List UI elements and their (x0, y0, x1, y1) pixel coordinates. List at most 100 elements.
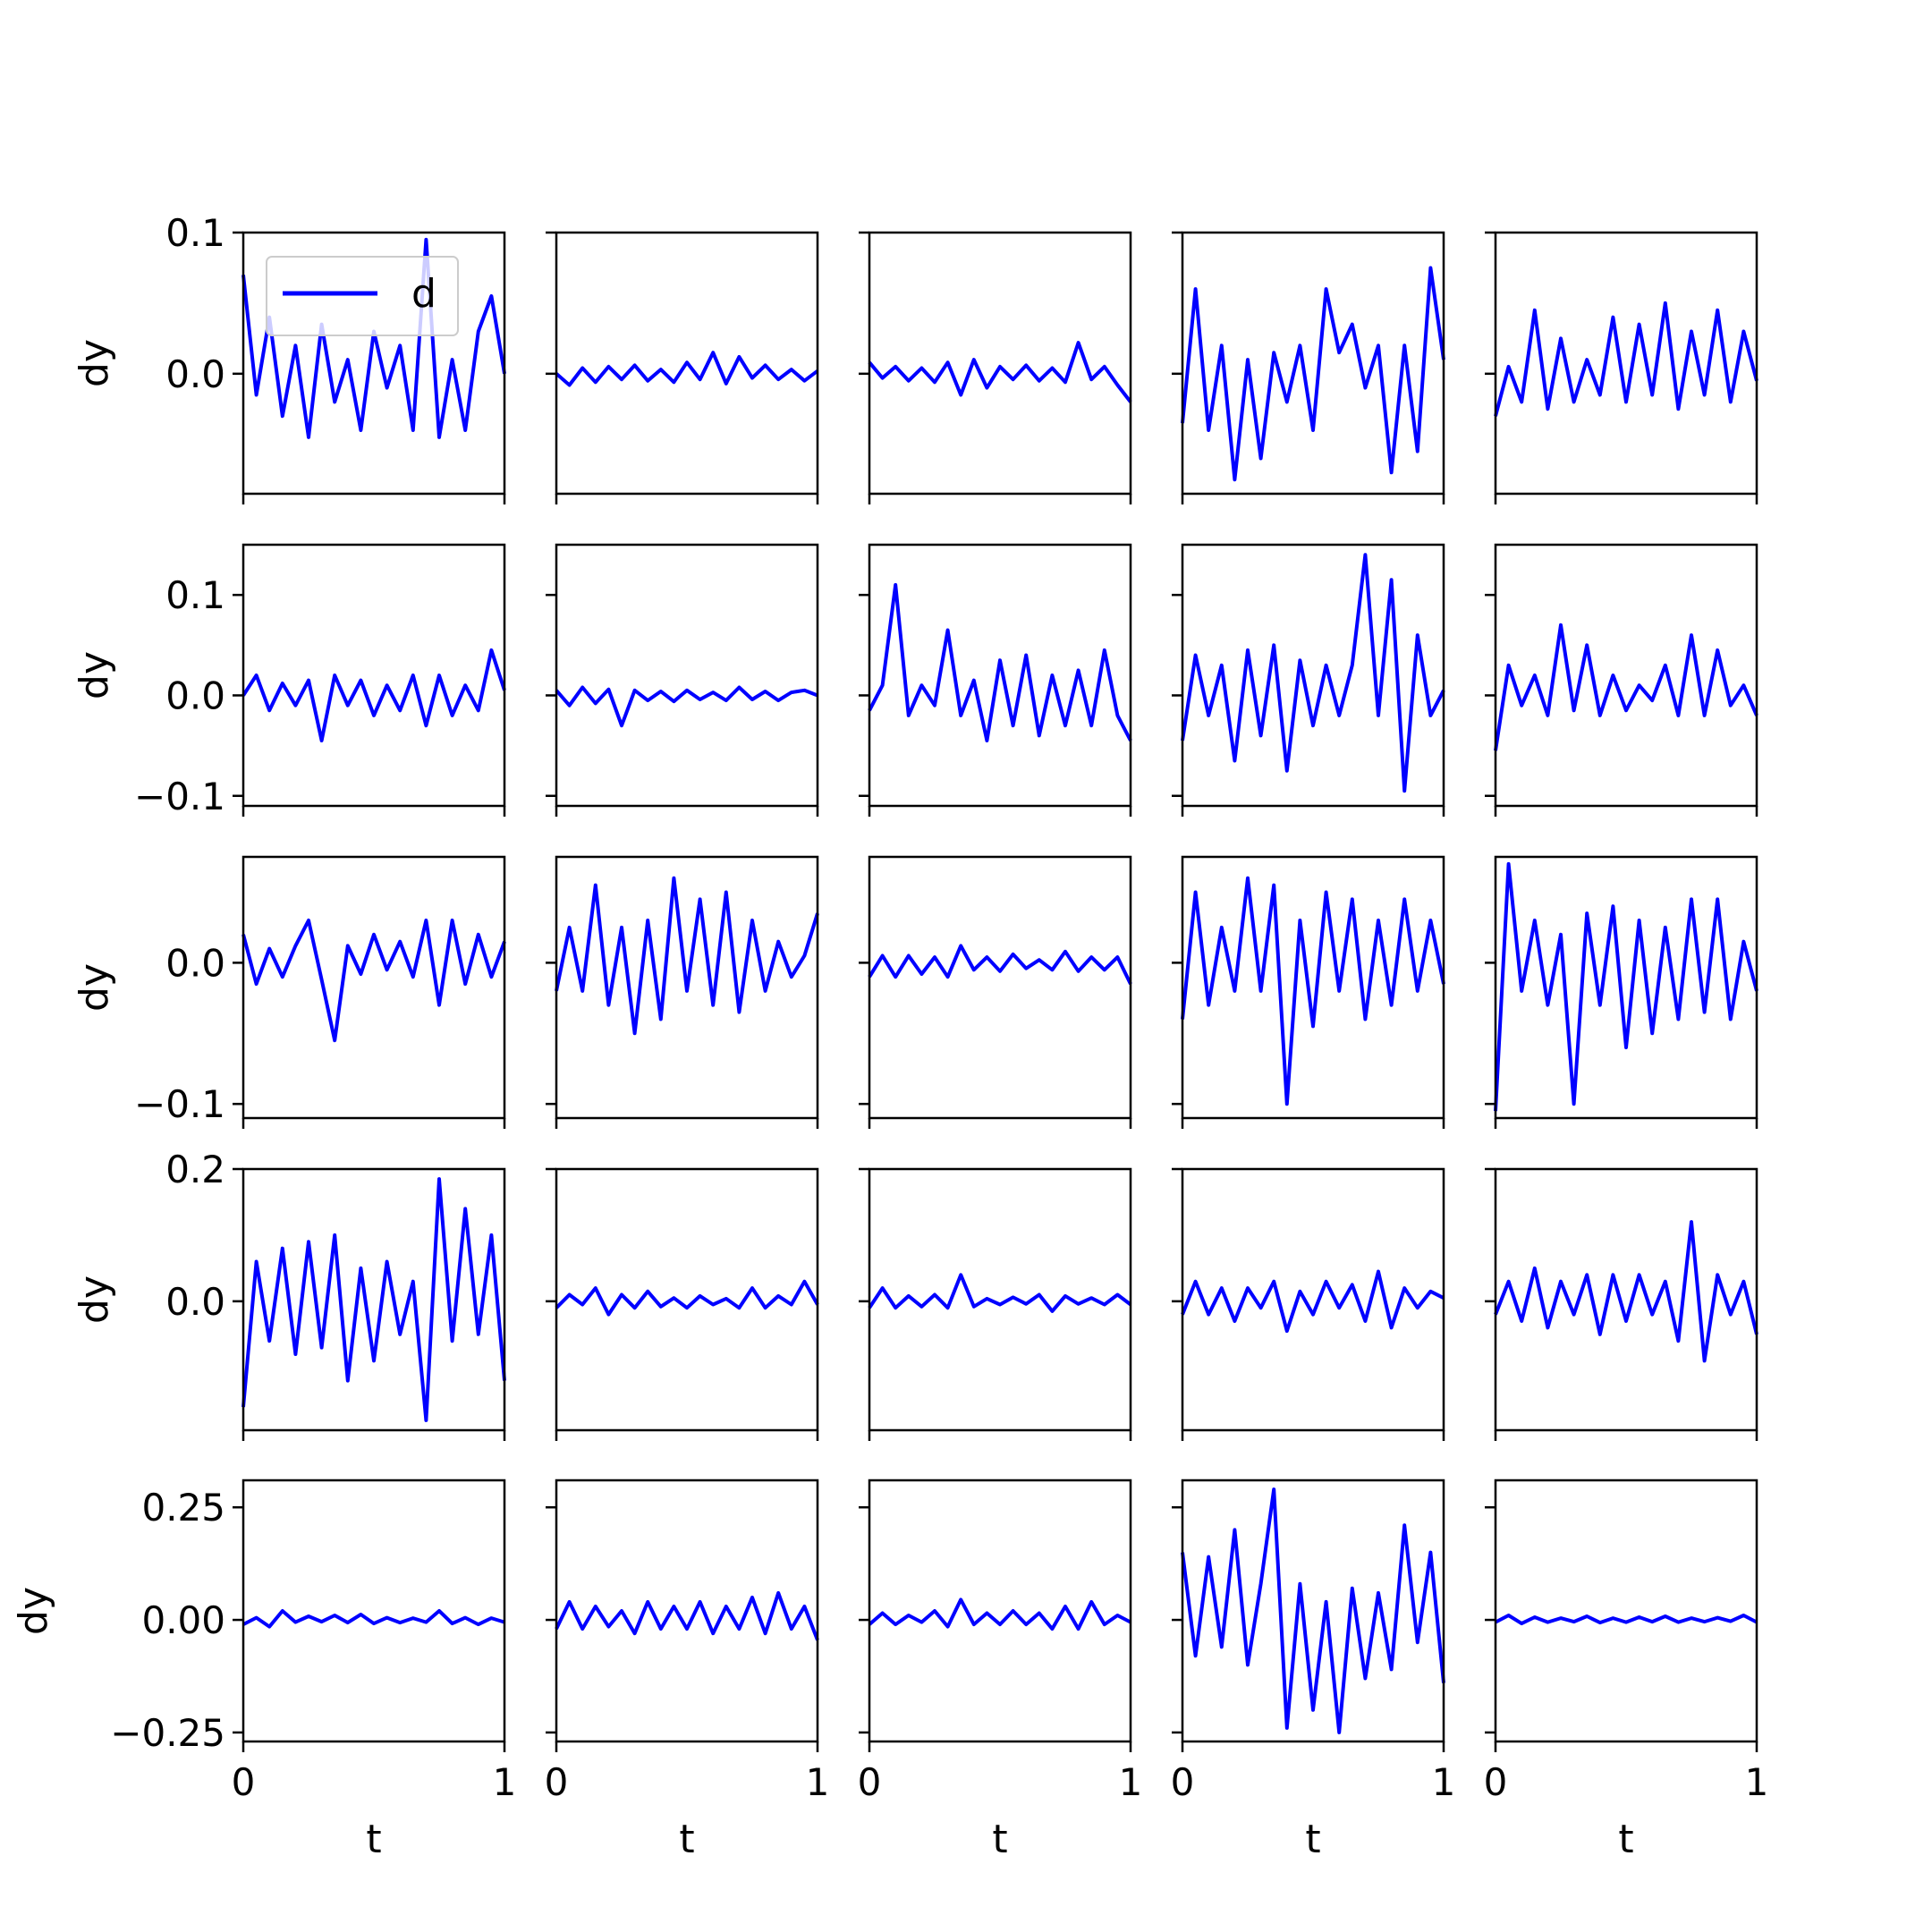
subplot-3-1 (546, 1167, 819, 1441)
subplot-2-1 (546, 855, 819, 1129)
series-line (1181, 266, 1445, 482)
series-line (1181, 1487, 1445, 1734)
axes-frame (1494, 543, 1758, 808)
subplot-4-0: 0.25 0.00 −0.250 1 t dy (11, 1479, 517, 1862)
axes-frame (555, 1167, 819, 1432)
x-axis-label: t (1618, 1817, 1633, 1862)
x-tick-label: 1 (493, 1760, 517, 1804)
series-line (1494, 1220, 1758, 1363)
series-line (555, 1279, 819, 1317)
y-tick-label: 0.00 (141, 1598, 225, 1642)
subplot-1-0: 0.1 0.0 −0.1 dy (72, 543, 506, 818)
series-line (1181, 876, 1445, 1106)
subplot-0-4 (1485, 231, 1758, 504)
subplot-1-3 (1172, 543, 1445, 817)
y-tick-label: 0.0 (165, 941, 225, 985)
axes-frame (555, 1479, 819, 1743)
x-tick-label: 0 (545, 1760, 569, 1804)
series-line (868, 944, 1132, 985)
axes-frame (555, 543, 819, 808)
subplot-1-1 (546, 543, 819, 817)
series-line (1494, 623, 1758, 751)
series-line (242, 1609, 505, 1629)
series-line (555, 876, 819, 1036)
axes-frame (242, 1167, 506, 1432)
y-tick-label: 0.2 (165, 1148, 225, 1191)
axes-frame (242, 855, 506, 1120)
y-axis-label: dy (72, 339, 117, 387)
series-line (868, 582, 1132, 742)
y-tick-label: 0.1 (165, 573, 225, 617)
axes-frame (555, 231, 819, 496)
y-tick-label: 0.0 (165, 674, 225, 717)
series-line (1494, 301, 1758, 417)
y-tick-label: 0.25 (141, 1486, 225, 1530)
series-line (555, 1590, 819, 1641)
y-axis-label: dy (72, 963, 117, 1012)
y-tick-label: −0.25 (110, 1711, 225, 1755)
x-tick-label: 0 (858, 1760, 882, 1804)
subplot-4-4: 0 1 t (1484, 1479, 1769, 1862)
axes-frame (242, 543, 506, 808)
subplot-4-1: 0 1 t (545, 1479, 830, 1862)
y-axis-label: dy (72, 1275, 117, 1324)
series-line (1181, 1269, 1445, 1334)
legend-label: d (411, 271, 436, 317)
series-line (1181, 553, 1445, 793)
subplot-4-2: 0 1 t (858, 1479, 1143, 1862)
subplot-1-4 (1485, 543, 1758, 817)
subplot-2-4 (1485, 855, 1758, 1129)
axes-frame (1181, 1479, 1445, 1743)
x-tick-label: 1 (806, 1760, 830, 1804)
series-line (242, 1177, 506, 1422)
x-tick-label: 0 (1484, 1760, 1508, 1804)
axes-frame (242, 1479, 506, 1743)
series-line (1495, 1614, 1758, 1626)
axes-frame (1181, 855, 1445, 1120)
subplot-3-2 (859, 1167, 1132, 1441)
axes-frame (1494, 1479, 1758, 1743)
x-tick-label: 1 (1119, 1760, 1143, 1804)
axes-frame (1494, 231, 1758, 496)
axes-frame (555, 855, 819, 1120)
series-line (868, 1597, 1131, 1631)
legend-box (266, 256, 459, 336)
subplot-4-3: 0 1 t (1171, 1479, 1456, 1862)
axes-frame (868, 543, 1132, 808)
series-line (555, 351, 819, 387)
series-line (1494, 861, 1758, 1112)
axes-frame (1181, 231, 1445, 496)
y-tick-label: 0.1 (165, 211, 225, 255)
subplot-1-2 (859, 543, 1132, 817)
series-line (242, 648, 506, 742)
x-tick-label: 1 (1432, 1760, 1456, 1804)
y-axis-label: dy (72, 651, 117, 699)
legend: d (266, 256, 459, 336)
series-line (868, 1273, 1132, 1313)
y-tick-label: −0.1 (134, 1082, 225, 1126)
axes-frame (1494, 855, 1758, 1120)
subplot-3-0: 0.2 0.0 dy (72, 1148, 506, 1441)
subplot-0-2 (859, 231, 1132, 504)
axes-frame (1181, 1167, 1445, 1432)
series-line (242, 919, 506, 1043)
subplot-2-0: 0.0 −0.1 dy (72, 855, 506, 1129)
axes-frame (242, 231, 506, 496)
x-tick-label: 0 (232, 1760, 256, 1804)
axes-frame (1181, 543, 1445, 808)
axes-frame (868, 1167, 1132, 1432)
subplot-0-0: 0.1 0.0 dy (72, 211, 506, 504)
series-line (868, 341, 1132, 403)
y-tick-label: −0.1 (134, 775, 225, 818)
subplot-grid: 0.10.0dy0.10.0−0.1dy0.0−0.1dy0.20.0dy0.2… (11, 211, 1768, 1862)
subplot-3-4 (1485, 1167, 1758, 1441)
axes-frame (868, 855, 1132, 1120)
x-axis-label: t (679, 1817, 694, 1862)
subplot-0-3 (1172, 231, 1445, 504)
subplot-0-1 (546, 231, 819, 504)
x-tick-label: 0 (1171, 1760, 1195, 1804)
x-axis-label: t (1305, 1817, 1320, 1862)
x-axis-label: t (992, 1817, 1007, 1862)
x-tick-label: 1 (1745, 1760, 1769, 1804)
